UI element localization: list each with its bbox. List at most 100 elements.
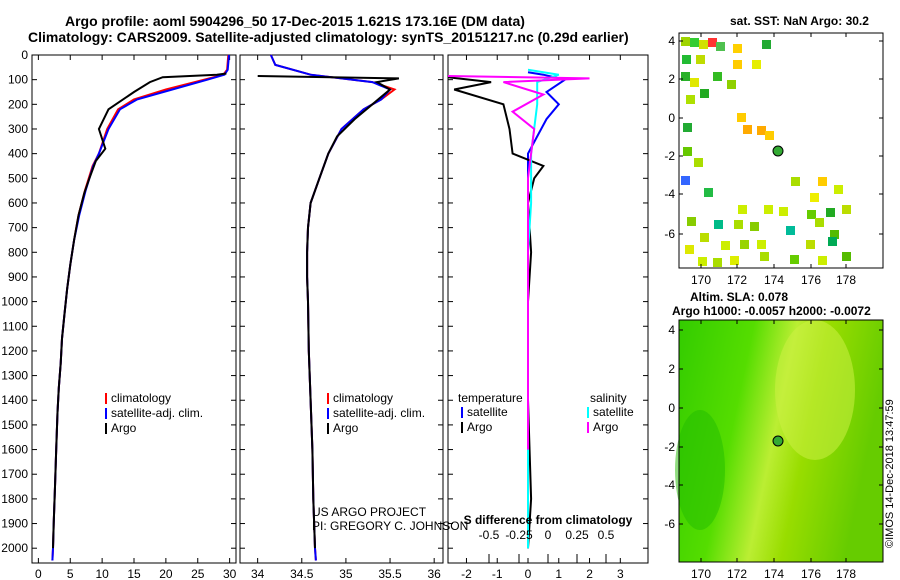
sst-cell [699,40,708,49]
series-line-argo [52,72,227,549]
sst-cell [818,177,827,186]
map-y-tick-label: 4 [668,34,675,48]
sst-map-title: sat. SST: NaN Argo: 30.2 [730,14,869,28]
y-tick-label: 600 [8,196,28,210]
legend-label: climatology [111,391,171,405]
legend-label: satellite [593,405,634,419]
y-tick-label: 700 [8,221,28,235]
x-tick-label: 2 [586,567,593,580]
y-tick-label: 1700 [1,467,28,481]
sst-cell [681,176,690,185]
sst-cell [727,80,736,89]
x-tick-label: 34 [251,567,265,580]
sst-cell [714,220,723,229]
top-x-tick-label: 0 [545,528,552,542]
sst-cell [686,95,695,104]
argo-location-marker [772,145,784,157]
sst-cell [779,207,788,216]
sst-cell [700,233,709,242]
sst-map-panel: 170 172 174 176 178 4 2 0 -2 -4 -6 [664,32,884,287]
sst-cell [681,72,690,81]
x-tick-label: 20 [159,567,173,580]
map-x-tick-label: 174 [764,567,784,580]
map-y-tick-label: -6 [664,227,675,241]
x-tick-label: 5 [67,567,74,580]
map-x-tick-label: 174 [764,273,784,287]
sst-cell [757,126,766,135]
sst-cell [733,44,742,53]
map-y-tick-label: -4 [664,187,675,201]
map-y-tick-label: 4 [668,323,675,337]
sst-cell [834,185,843,194]
map-frame [678,319,884,563]
sla-map-title: Altim. SLA: 0.078 [690,290,788,304]
y-tick-label: 1400 [1,393,28,407]
footer-timestamp: ©IMOS 14-Dec-2018 13:47:59 [884,399,896,548]
sla-map-panel: 170 172 174 176 178 4 2 0 -2 -4 -6 [664,319,884,580]
plot-frame [31,54,237,564]
sst-cell [762,40,771,49]
sst-cell [685,245,694,254]
legend-heading-salinity: salinity [590,391,627,405]
y-tick-label: 300 [8,122,28,136]
legend-label: Argo [467,420,493,434]
map-x-tick-label: 170 [691,273,711,287]
y-tick-label: 1200 [1,344,28,358]
top-x-tick-label: 0.25 [565,528,589,542]
sst-cell [681,37,690,46]
sst-cell [842,252,851,261]
map-y-tick-label: 0 [668,111,675,125]
map-y-tick-label: 0 [668,401,675,415]
x-tick-label: 0 [35,567,42,580]
map-y-tick-label: -2 [664,149,675,163]
sst-cell [806,240,815,249]
y-tick-label: 500 [8,171,28,185]
series-line-s-argo [447,75,590,450]
map-x-tick-label: 178 [836,567,856,580]
top-x-tick-label: -0.25 [505,528,533,542]
sst-cell [721,241,730,250]
sst-cell [815,218,824,227]
x-tick-label: 35 [339,567,353,580]
sst-cell [743,125,752,134]
map-x-tick-label: 170 [691,567,711,580]
legend-label: Argo [593,420,619,434]
y-tick-label: 2000 [1,541,28,555]
x-tick-label: -1 [492,567,503,580]
credit-project: US ARGO PROJECT [312,505,427,519]
legend-label: Argo [111,421,137,435]
sst-cell [683,123,692,132]
x-tick-label: -2 [461,567,472,580]
x-tick-label: 10 [95,567,109,580]
top-x-axis-label: S difference from climatology [464,513,633,527]
legend-label: satellite-adj. clim. [111,406,203,420]
sst-cell [757,240,766,249]
map-x-tick-label: 176 [801,273,821,287]
map-y-tick-label: 2 [668,72,675,86]
sst-cell [708,38,717,47]
sst-cell [700,89,709,98]
sla-low-patch [675,410,725,530]
sst-cell [764,205,773,214]
map-frame [678,32,884,269]
y-tick-label: 1100 [2,319,28,333]
y-tick-label: 1600 [1,443,28,457]
sla-high-patch [775,320,855,460]
sst-cell [716,42,725,51]
sst-cell [826,208,835,217]
y-tick-label: 200 [8,97,28,111]
x-tick-label: 35.5 [378,567,402,580]
sst-cell [765,131,774,140]
y-tick-label: 100 [8,73,28,87]
map-x-tick-label: 172 [727,567,747,580]
sst-cell [682,55,691,64]
temperature-panel: 0100200300400500600700800900100011001200… [1,48,236,580]
sst-cell [791,177,800,186]
sst-cell [690,38,699,47]
sst-cell [828,237,837,246]
map-y-tick-label: 2 [668,362,675,376]
sla-map-subtitle: Argo h1000: -0.0057 h2000: -0.0072 [672,304,871,318]
sst-cell [752,60,761,69]
legend-label: satellite-adj. clim. [333,406,425,420]
